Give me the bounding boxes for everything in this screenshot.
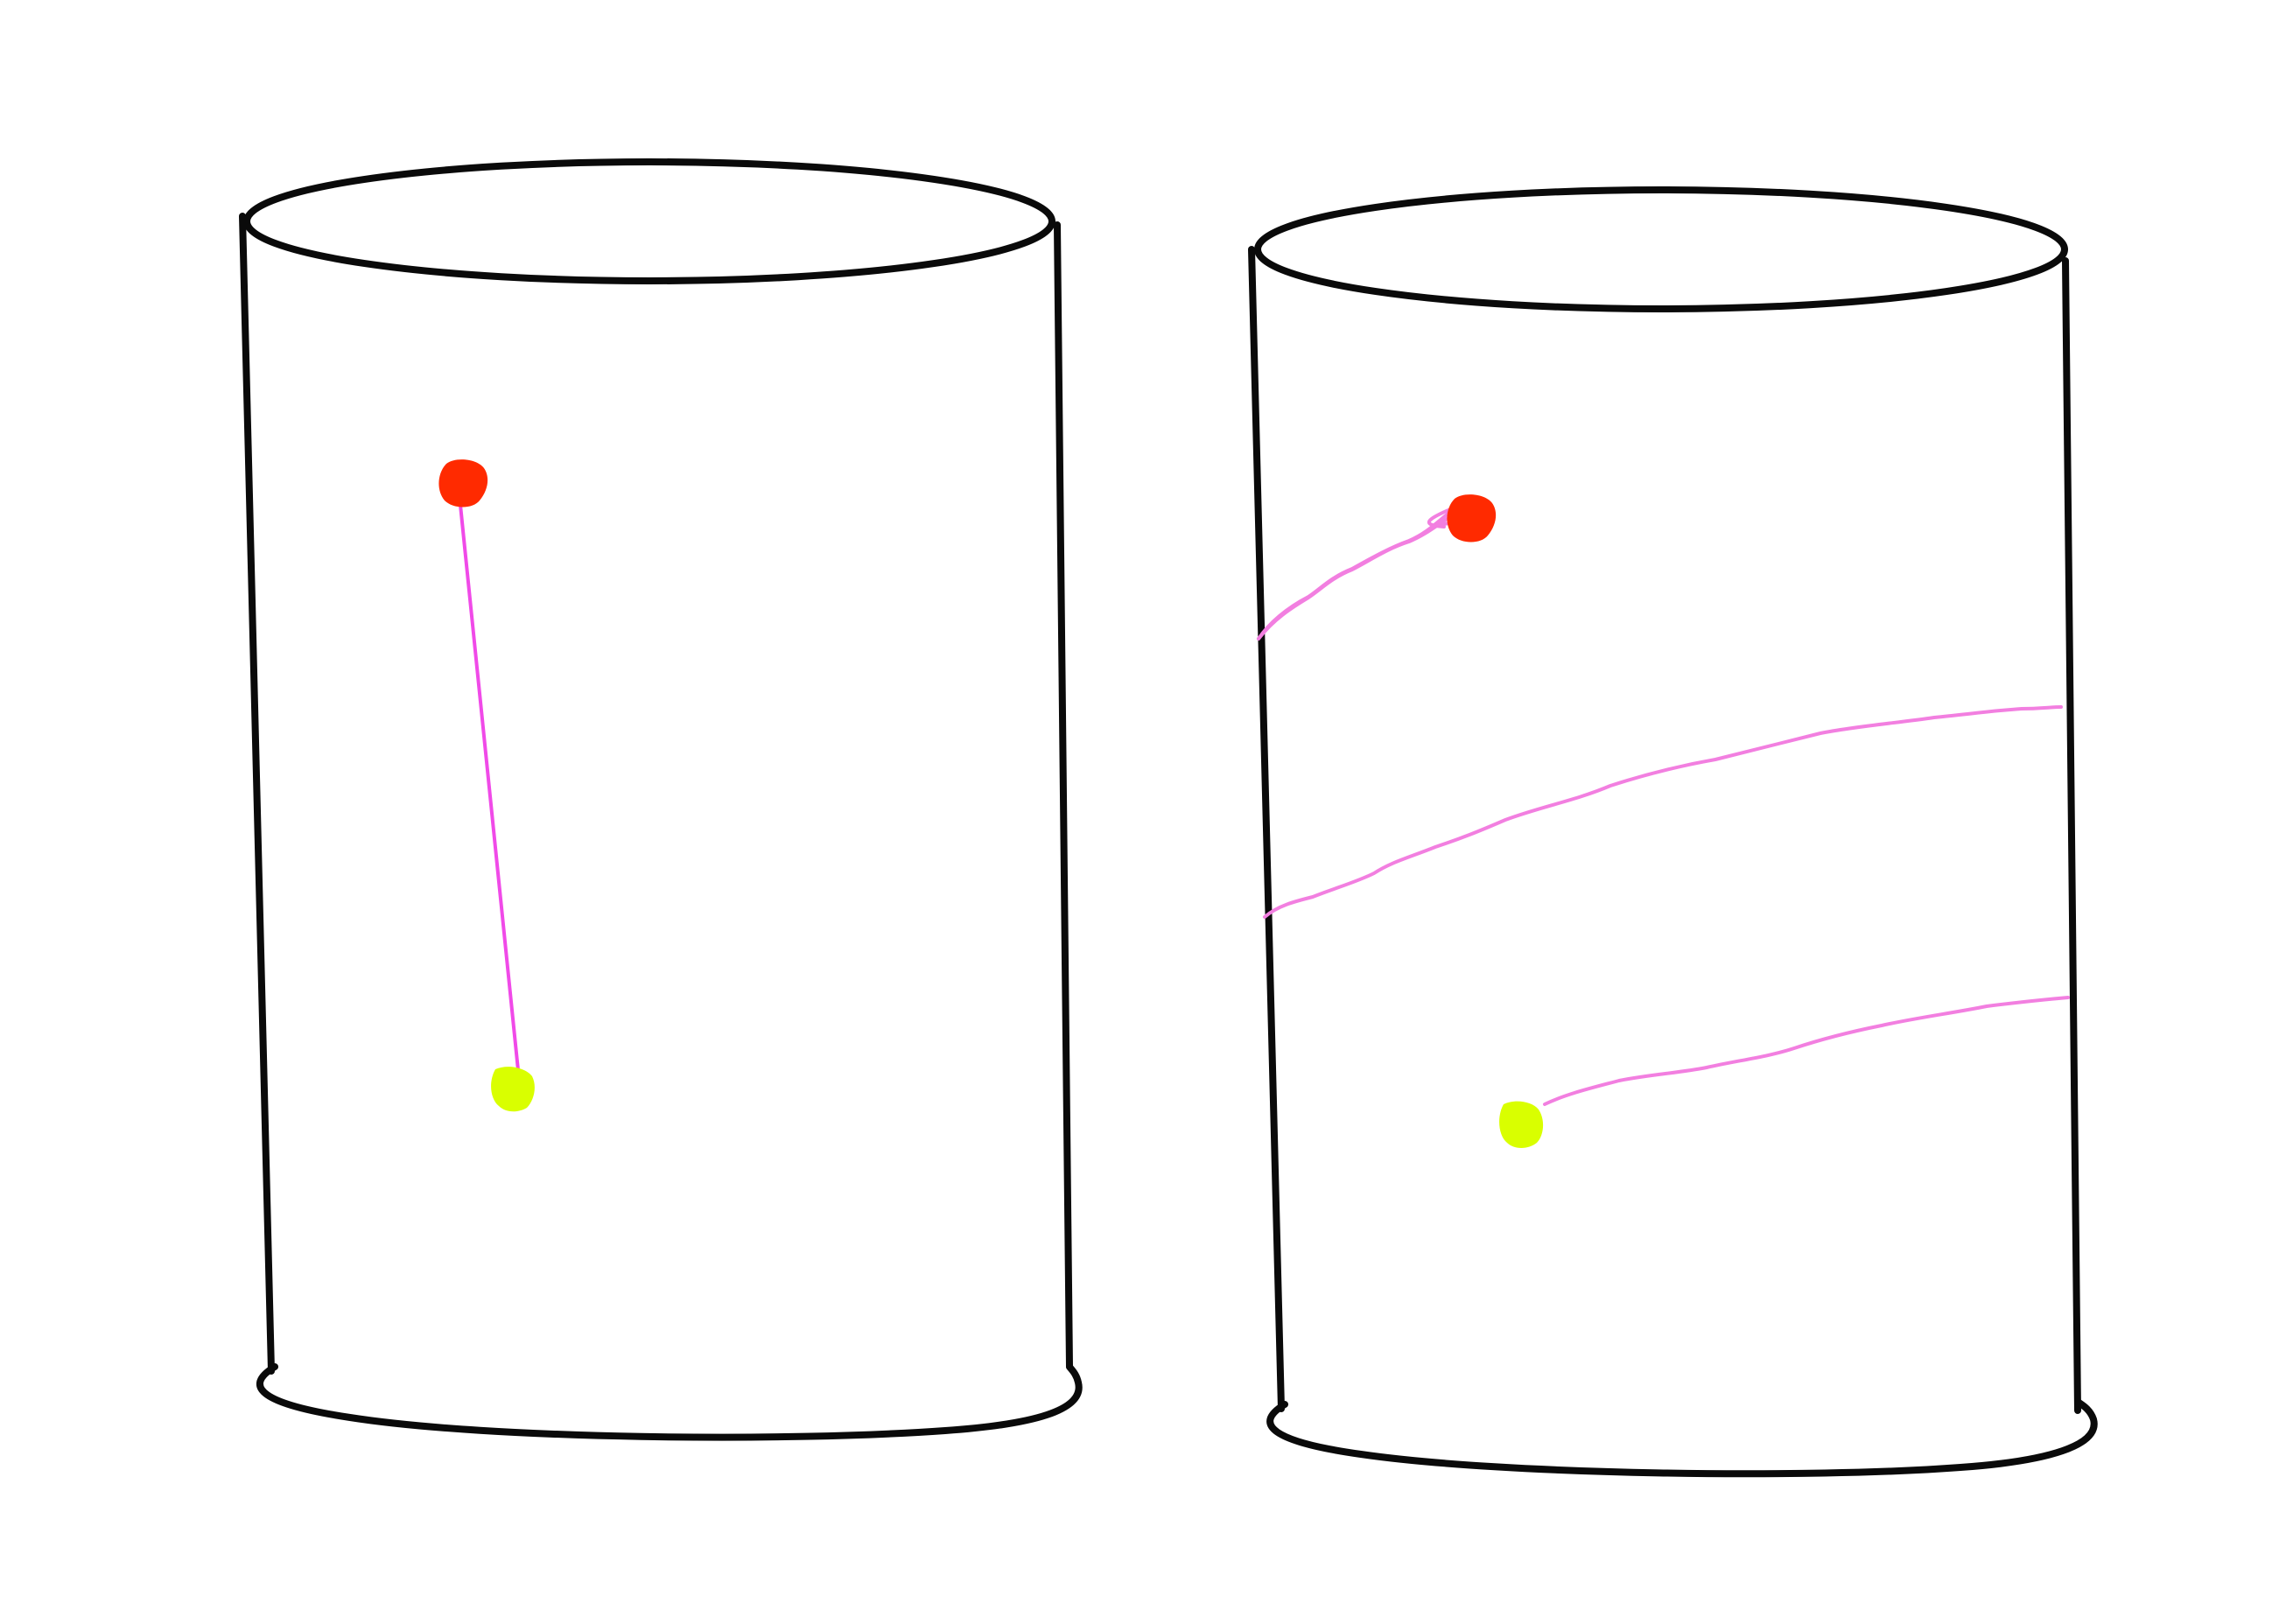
right-cylinder-bottom-rim (1266, 1398, 2098, 1478)
right-cylinder-top-rim (1254, 186, 2068, 312)
left-cylinder-left-side (239, 213, 275, 1375)
left-start-point (438, 459, 488, 508)
left-straight-path (459, 503, 520, 1072)
left-cylinder (239, 158, 1083, 1441)
left-cylinder-bottom-rim (256, 1363, 1083, 1441)
left-cylinder-right-side (1054, 221, 1073, 1370)
right-cylinder (1248, 186, 2098, 1478)
right-cylinder-right-side (2062, 257, 2081, 1414)
right-helix-segment-1b (1257, 511, 1464, 640)
right-cylinder-left-side (1248, 246, 1285, 1412)
left-end-point (491, 1067, 535, 1112)
left-cylinder-top-rim (243, 158, 1055, 284)
right-helix-segment-3 (1543, 996, 2070, 1106)
right-end-point (1499, 1101, 1544, 1148)
right-start-point (1447, 494, 1497, 542)
right-helix-segment-1 (1257, 501, 1468, 640)
right-helix-segment-2 (1263, 705, 2063, 919)
